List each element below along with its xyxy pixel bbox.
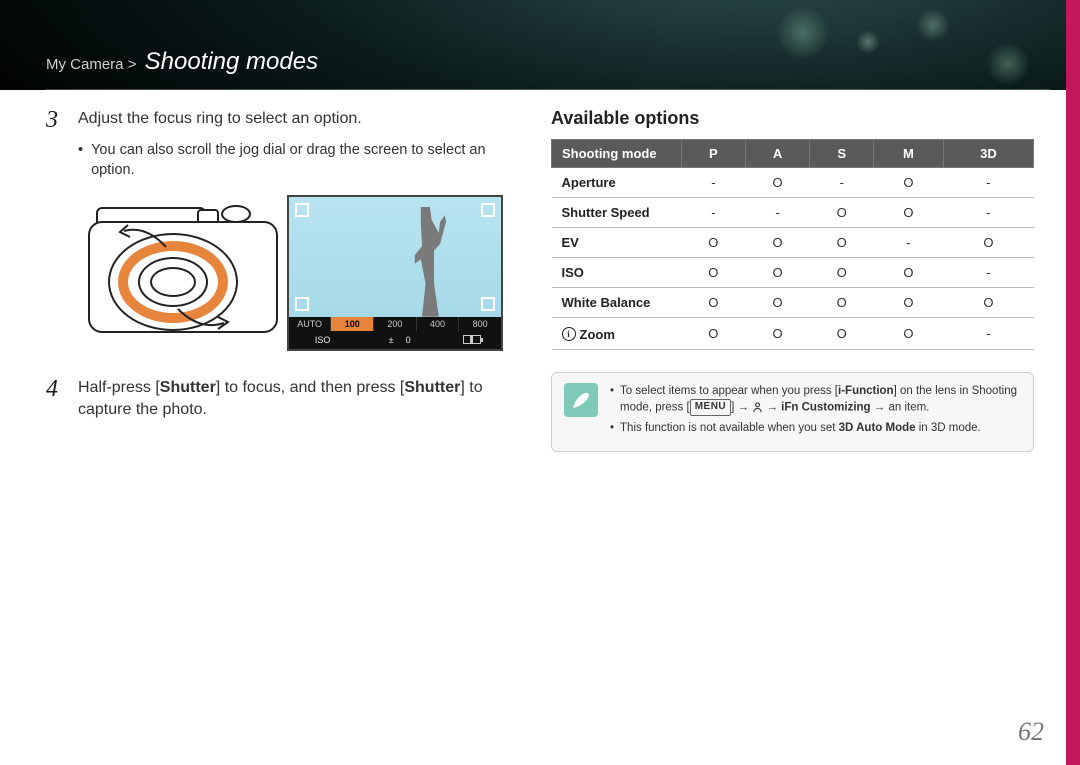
step-4: 4 Half-press [Shutter] to focus, and the… (46, 377, 503, 422)
note-box: To select items to appear when you press… (551, 372, 1034, 452)
table-cell: O (745, 228, 810, 258)
table-cell: - (682, 168, 746, 198)
step-number: 4 (46, 377, 66, 422)
table-cell: - (943, 168, 1033, 198)
page-number: 62 (1018, 717, 1044, 747)
table-col-header: 3D (943, 140, 1033, 168)
iso-value: AUTO (289, 317, 332, 331)
table-cell: - (943, 318, 1033, 350)
row-label: White Balance (552, 288, 682, 318)
table-cell: O (810, 288, 874, 318)
table-cell: - (682, 198, 746, 228)
table-col-header: S (810, 140, 874, 168)
breadcrumb: My Camera > Shooting modes (46, 48, 318, 76)
table-cell: O (745, 288, 810, 318)
page-header: My Camera > Shooting modes (0, 0, 1080, 90)
table-row: ISOOOOO- (552, 258, 1034, 288)
table-row: iZoomOOOO- (552, 318, 1034, 350)
table-cell: O (810, 228, 874, 258)
table-row: Shutter Speed--OO- (552, 198, 1034, 228)
table-cell: O (874, 288, 944, 318)
table-row: EVOOO-O (552, 228, 1034, 258)
row-label: Aperture (552, 168, 682, 198)
table-cell: - (874, 228, 944, 258)
table-cell: O (810, 198, 874, 228)
table-cell: O (874, 168, 944, 198)
iso-strip: AUTO100200400800 (289, 317, 501, 331)
breadcrumb-sep: > (128, 56, 137, 73)
iso-value: 100 (331, 317, 374, 331)
iso-value: 400 (417, 317, 460, 331)
table-cell: O (745, 168, 810, 198)
table-cell: - (810, 168, 874, 198)
accent-bar (1066, 0, 1080, 765)
page-title: Shooting modes (145, 48, 318, 75)
breadcrumb-section: My Camera (46, 56, 124, 73)
note-list: To select items to appear when you press… (610, 383, 1019, 441)
available-options-heading: Available options (551, 108, 1034, 129)
battery-icon (463, 335, 481, 344)
row-label: EV (552, 228, 682, 258)
table-cell: O (874, 198, 944, 228)
table-cell: O (810, 258, 874, 288)
step-text: Adjust the focus ring to select an optio… (78, 108, 362, 132)
status-strip: ISO ±0 (289, 331, 501, 349)
info-i-icon: i (562, 327, 576, 341)
illustration-row: AUTO100200400800 ISO ±0 (78, 195, 503, 355)
table-col-header: A (745, 140, 810, 168)
table-cell: - (943, 258, 1033, 288)
table-cell: O (682, 258, 746, 288)
table-col-header: P (682, 140, 746, 168)
note-pen-icon (564, 383, 598, 417)
step-3-sub-bullet: • You can also scroll the jog dial or dr… (78, 140, 503, 181)
table-cell: - (943, 198, 1033, 228)
table-cell: O (874, 318, 944, 350)
table-row: White BalanceOOOOO (552, 288, 1034, 318)
table-cell: O (745, 258, 810, 288)
iso-value: 200 (374, 317, 417, 331)
table-cell: O (745, 318, 810, 350)
table-cell: O (943, 228, 1033, 258)
subject-silhouette (397, 207, 457, 317)
table-row: Aperture-O-O- (552, 168, 1034, 198)
table-cell: O (682, 288, 746, 318)
row-label: iZoom (552, 318, 682, 350)
table-cell: - (745, 198, 810, 228)
step-text: Half-press [Shutter] to focus, and then … (78, 377, 503, 422)
iso-value: 800 (459, 317, 501, 331)
table-cell: O (943, 288, 1033, 318)
user-icon (752, 402, 763, 413)
status-iso-label: ISO (309, 335, 337, 345)
lcd-preview: AUTO100200400800 ISO ±0 (287, 195, 503, 351)
table-cell: O (810, 318, 874, 350)
left-column: 3 Adjust the focus ring to select an opt… (0, 108, 533, 765)
note-item: This function is not available when you … (610, 420, 1019, 437)
note-item: To select items to appear when you press… (610, 383, 1019, 417)
options-table: Shooting modePASM3D Aperture-O-O-Shutter… (551, 139, 1034, 350)
menu-button-label: MENU (690, 399, 731, 416)
table-col-header: M (874, 140, 944, 168)
step-number: 3 (46, 108, 66, 132)
row-label: Shutter Speed (552, 198, 682, 228)
table-corner: Shooting mode (552, 140, 682, 168)
right-column: Available options Shooting modePASM3D Ap… (533, 108, 1066, 765)
table-cell: O (874, 258, 944, 288)
table-cell: O (682, 228, 746, 258)
status-ev: ±0 (377, 335, 423, 345)
camera-illustration (78, 195, 267, 355)
sub-bullet-text: You can also scroll the jog dial or drag… (91, 140, 503, 181)
step-3: 3 Adjust the focus ring to select an opt… (46, 108, 503, 132)
row-label: ISO (552, 258, 682, 288)
page-body: 3 Adjust the focus ring to select an opt… (0, 108, 1066, 765)
table-cell: O (682, 318, 746, 350)
